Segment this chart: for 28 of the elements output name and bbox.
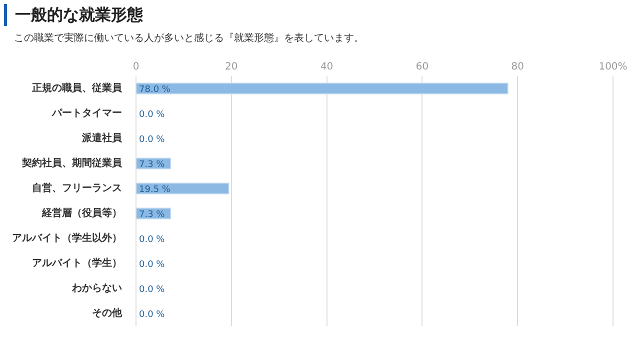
y-tick-label: わからない <box>71 283 122 294</box>
y-tick-label: その他 <box>92 307 123 320</box>
y-tick-label: 自営、フリーランス <box>32 182 122 194</box>
y-tick-label: アルバイト（学生以外） <box>12 232 122 244</box>
y-tick-label: アルバイト（学生） <box>32 257 122 270</box>
data-label: 0.0 % <box>139 234 166 245</box>
x-tick-label: 100% <box>598 62 628 73</box>
data-label: 78.0 % <box>139 84 171 95</box>
chart-subtitle: この職業で実際に働いている人が多いと感じる『就業形態』を表しています。 <box>14 32 364 45</box>
data-label: 7.3 % <box>139 210 166 220</box>
data-label: 7.3 % <box>139 160 166 170</box>
chart-title: 一般的な就業形態 <box>4 4 143 26</box>
data-label: 0.0 % <box>139 260 166 270</box>
x-tick-label: 80 <box>511 62 524 73</box>
y-tick-label: 契約社員、期間従業員 <box>21 157 123 170</box>
y-tick-label: 正規の職員、従業員 <box>31 82 123 94</box>
y-tick-label: 派遣社員 <box>81 132 123 144</box>
data-label: 19.5 % <box>139 184 171 195</box>
x-tick-label: 20 <box>225 62 238 73</box>
x-tick-label: 40 <box>320 62 334 73</box>
y-tick-label: パートタイマー <box>51 108 122 120</box>
x-tick-label: 0 <box>132 62 140 73</box>
data-label: 0.0 % <box>139 310 166 320</box>
data-label: 0.0 % <box>139 110 166 120</box>
data-label: 0.0 % <box>139 284 166 295</box>
x-tick-label: 60 <box>416 62 429 73</box>
y-tick-label: 経営層（役員等） <box>41 207 122 220</box>
data-label: 0.0 % <box>139 134 166 145</box>
